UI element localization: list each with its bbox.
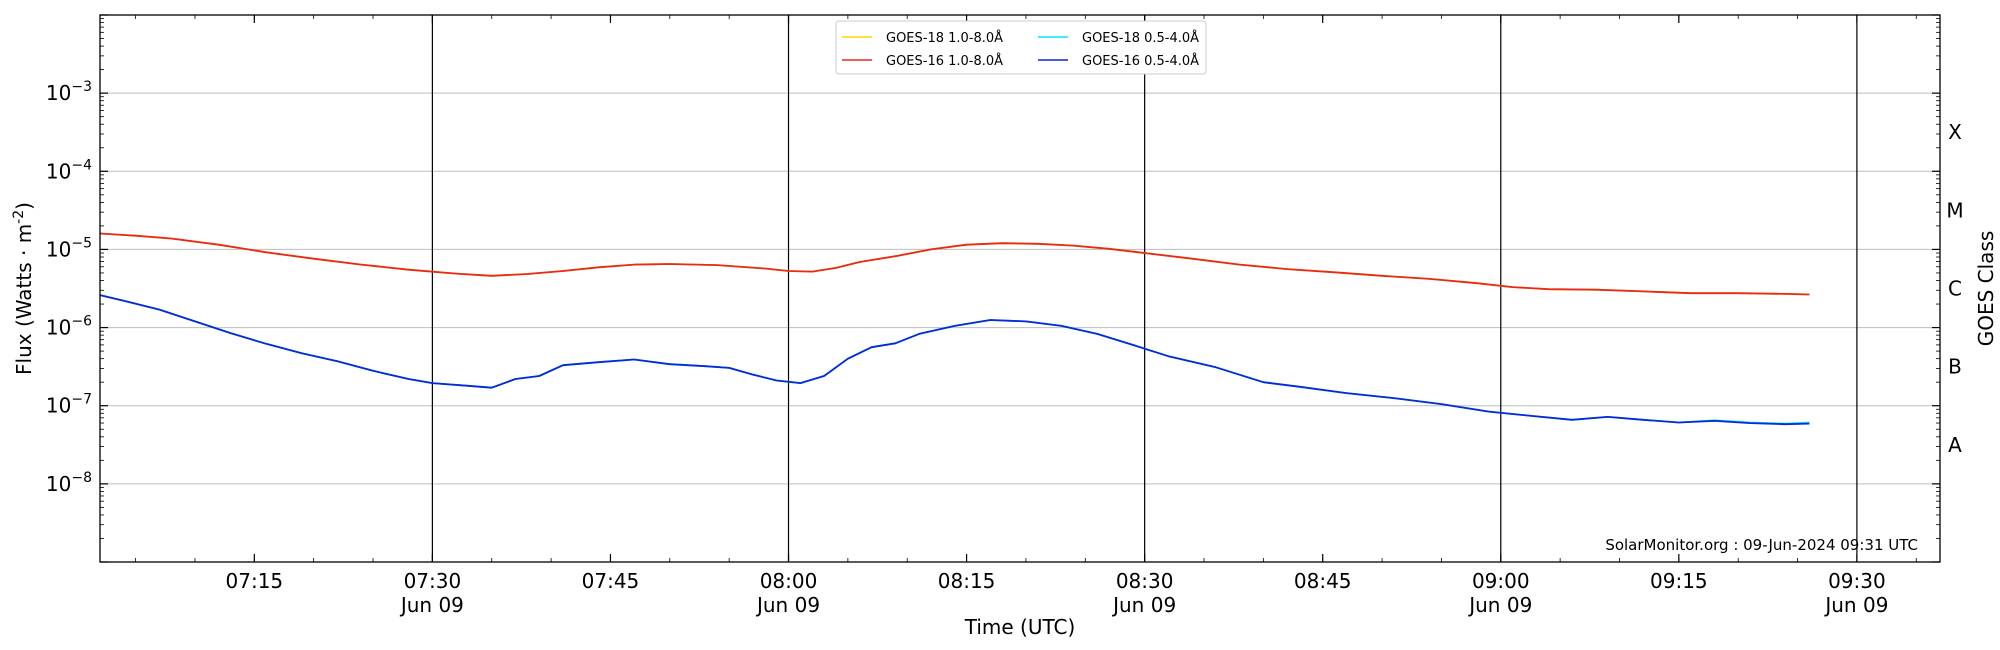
goes-class-label: M — [1946, 198, 1963, 222]
legend: GOES-18 1.0-8.0Å GOES-18 0.5-4.0Å GOES-16 … — [835, 20, 1207, 75]
x-tick-label: 09:00 — [1472, 569, 1530, 593]
x-tick-label: 09:30 — [1828, 569, 1886, 593]
x-tick-label: 08:15 — [938, 569, 996, 593]
legend-entry: GOES-18 1.0-8.0Å — [886, 30, 1003, 46]
y-tick-label: 10−4 — [46, 157, 92, 183]
x-tick-label: 09:15 — [1650, 569, 1708, 593]
y-axis-title: Flux (Watts · m-2) — [11, 202, 36, 375]
series-layer — [99, 232, 1810, 426]
x-tick-label: 08:00 — [760, 569, 818, 593]
axis-layer — [99, 14, 1941, 563]
x-tick-sublabel: Jun 09 — [399, 593, 464, 617]
x-axis-title: Time (UTC) — [964, 615, 1076, 639]
vertical-lines-layer — [431, 15, 1858, 562]
credit-label: SolarMonitor.org : 09-Jun-2024 09:31 UTC — [1605, 536, 1918, 554]
x-tick-label: 07:45 — [582, 569, 640, 593]
x-tick-sublabel: Jun 09 — [1467, 593, 1532, 617]
plot-frame — [99, 14, 1941, 563]
legend-entry: GOES-16 0.5-4.0Å — [1082, 53, 1199, 69]
x-tick-label: 08:45 — [1294, 569, 1352, 593]
y-tick-label: 10−7 — [46, 392, 92, 418]
y-tick-label: 10−6 — [46, 314, 92, 340]
goes-class-label: A — [1948, 433, 1962, 457]
y-tick-label: 10−8 — [46, 470, 92, 496]
y-tick-label: 10−3 — [46, 79, 92, 105]
legend-entry: GOES-16 1.0-8.0Å — [886, 53, 1003, 69]
x-tick-sublabel: Jun 09 — [1823, 593, 1888, 617]
x-tick-label: 07:15 — [226, 569, 284, 593]
series-line — [99, 294, 1810, 426]
series-line — [99, 232, 1810, 296]
y2-axis-title: GOES Class — [1974, 231, 1998, 347]
series-line — [99, 294, 1810, 425]
goes-class-label: X — [1948, 120, 1962, 144]
legend-entry: GOES-18 0.5-4.0Å — [1082, 30, 1199, 46]
x-tick-label: 08:30 — [1116, 569, 1174, 593]
goes-class-label: B — [1948, 355, 1962, 379]
x-tick-sublabel: Jun 09 — [1111, 593, 1176, 617]
x-tick-label: 07:30 — [404, 569, 462, 593]
grid-layer — [100, 92, 1940, 485]
legend-box — [835, 20, 1207, 75]
y-tick-label: 10−5 — [46, 235, 92, 261]
goes-class-label: C — [1948, 277, 1962, 301]
x-tick-sublabel: Jun 09 — [755, 593, 820, 617]
